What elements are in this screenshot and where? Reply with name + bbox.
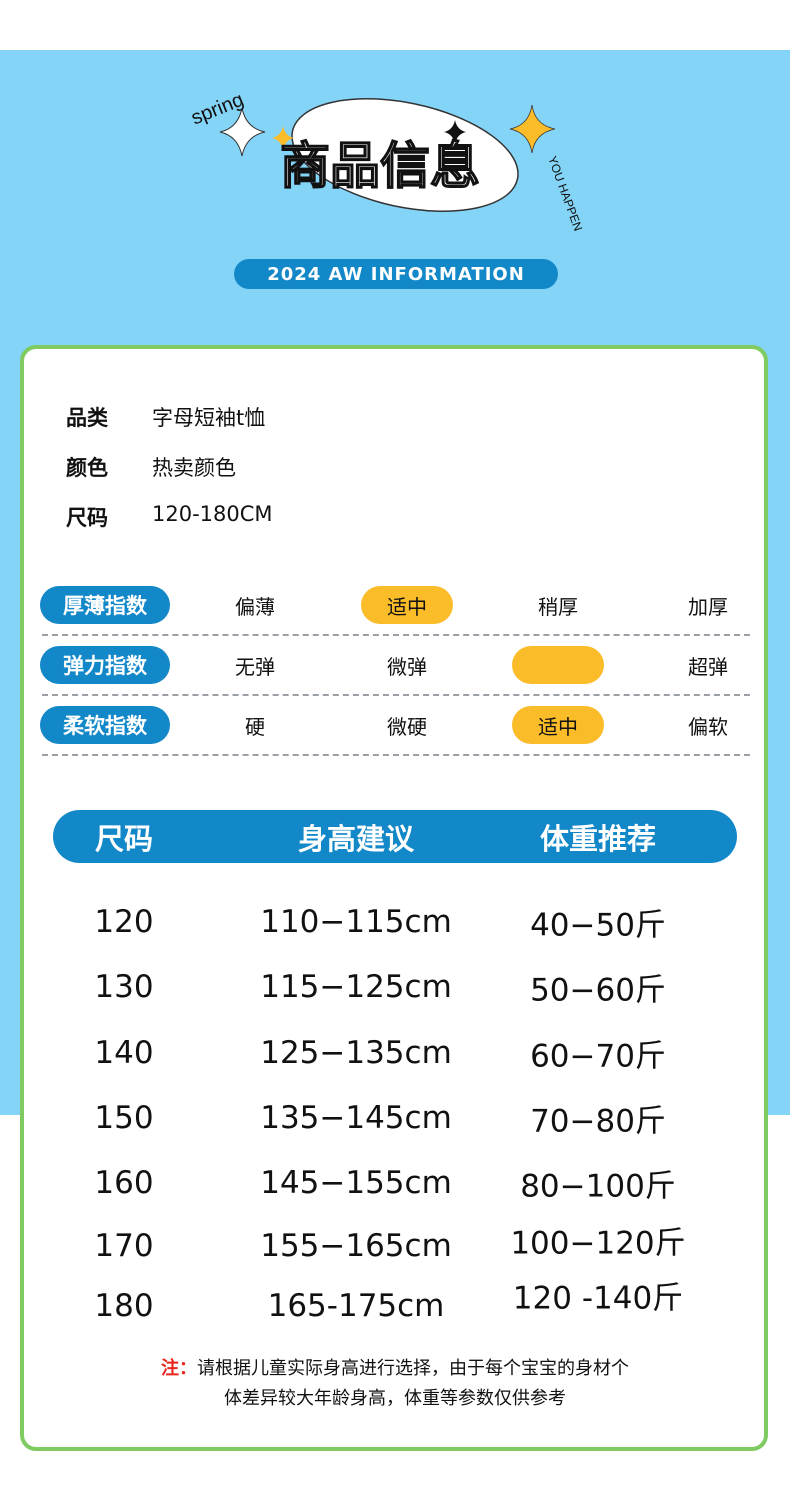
size-table-cell: 50−60斤 [530,972,666,1009]
info-card [20,345,768,1451]
index-option: 稍厚 [538,594,578,619]
index-option: 偏软 [688,714,728,739]
index-option: 微硬 [387,714,427,739]
note-text: 请根据儿童实际身高进行选择，由于每个宝宝的身材个 [197,1358,629,1379]
arc-text: YOU HAPPEN [545,154,585,233]
size-table-cell: 120 [94,904,154,940]
size-table-cell: 165-175cm [267,1288,445,1324]
index-label: 柔软指数 [40,706,170,744]
dashed-divider [42,754,750,756]
index-label: 弹力指数 [40,646,170,684]
size-table-heading: 尺码 [94,822,154,856]
size-table-heading: 体重推荐 [539,822,657,856]
dashed-divider [42,634,750,636]
index-label: 厚薄指数 [40,586,170,624]
info-value: 字母短袖t恤 [152,406,266,430]
index-option-selected [512,646,604,684]
size-table-cell: 120 -140斤 [512,1280,684,1317]
size-table-cell: 135−145cm [260,1100,452,1136]
sparkle-icon [219,107,266,157]
info-row-size: 尺码 120-180CM [66,502,273,532]
index-option-selected: 适中 [512,706,604,744]
cloud-shape [291,98,519,212]
size-table-cell: 115−125cm [260,969,452,1005]
index-option: 无弹 [235,654,275,679]
size-table-cell: 170 [94,1228,154,1264]
index-option: 微弹 [387,654,427,679]
banner-logo: spring 商品信息 YOU HAPPEN [188,89,585,233]
index-option-selected: 适中 [361,586,453,624]
size-table-heading: 身高建议 [297,822,415,856]
note-line-1: 注：请根据儿童实际身高进行选择，由于每个宝宝的身材个 [0,1354,790,1380]
sparkle-icon [272,126,294,150]
size-table-cell: 125−135cm [260,1035,452,1071]
size-table-cell: 60−70斤 [530,1038,666,1075]
size-table-cell: 145−155cm [260,1165,452,1201]
info-key: 颜色 [66,456,108,480]
note-prefix: 注： [161,1358,197,1379]
sparkle-icon [509,104,556,154]
size-table-cell: 155−165cm [260,1228,452,1264]
info-row-color: 颜色 热卖颜色 [66,452,236,482]
note-line-2: 体差异较大年龄身高，体重等参数仅供参考 [224,1388,566,1409]
size-table-cell: 180 [94,1288,154,1324]
size-table-cell: 130 [94,969,154,1005]
info-value: 120-180CM [152,502,273,526]
dashed-divider [42,694,750,696]
size-table-cell: 160 [94,1165,154,1201]
index-option: 偏薄 [235,594,275,619]
index-option: 加厚 [688,594,728,619]
info-row-category: 品类 字母短袖t恤 [66,402,265,432]
size-table-cell: 70−80斤 [530,1103,666,1140]
size-table-cell: 40−50斤 [530,907,666,944]
subtitle-pill: 2024 AW INFORMATION [234,259,558,289]
sparkle-icon [444,120,466,144]
size-table-cell: 100−120斤 [510,1225,686,1262]
index-option: 超弹 [688,654,728,679]
banner-title: 商品信息 [280,137,480,195]
index-option: 硬 [245,714,265,739]
size-table-cell: 150 [94,1100,154,1136]
size-table-cell: 110−115cm [260,904,452,940]
size-table-cell: 80−100斤 [520,1168,676,1205]
size-table-header [53,810,737,863]
info-value: 热卖颜色 [152,456,236,480]
size-table-cell: 140 [94,1035,154,1071]
info-key: 尺码 [66,506,108,530]
info-key: 品类 [66,406,108,430]
